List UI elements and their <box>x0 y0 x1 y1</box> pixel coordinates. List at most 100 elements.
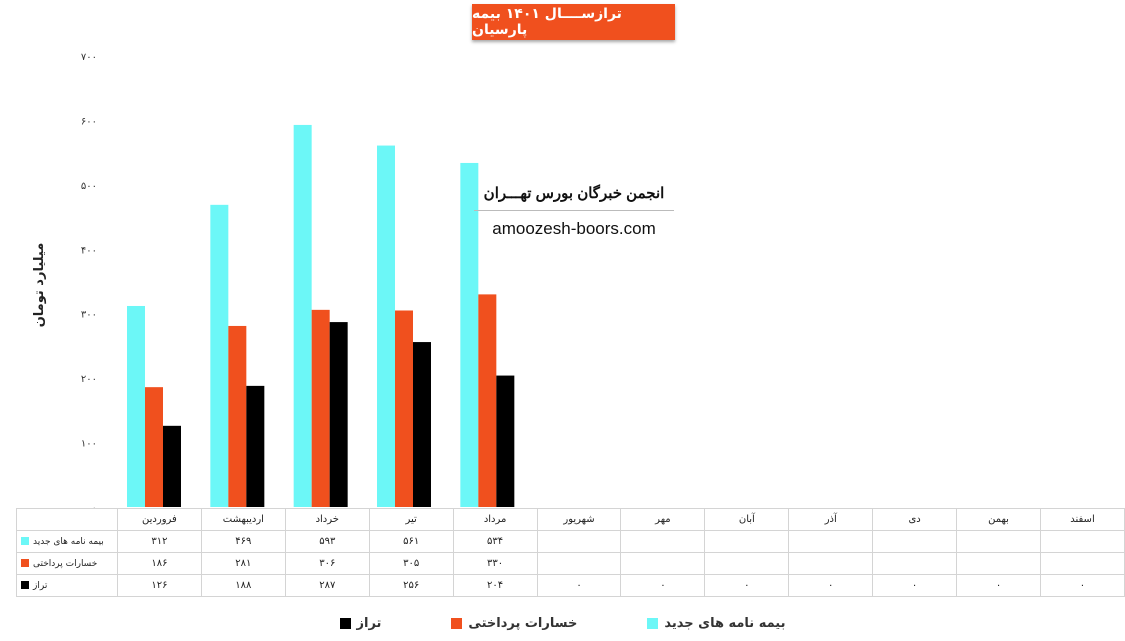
bar-new-policies <box>127 305 145 507</box>
series-name: بیمه نامه های جدید <box>33 536 104 547</box>
x-tick-label: اردیبهشت <box>200 508 286 531</box>
x-tick-label: تیر <box>368 508 454 531</box>
data-label: ۳۰۵ <box>368 552 454 575</box>
data-label: ۰ <box>872 574 958 597</box>
data-label <box>788 530 874 553</box>
bar-claims-paid <box>395 310 413 507</box>
table-row-head: تراز <box>16 574 118 597</box>
data-label: ۲۰۴ <box>452 574 538 597</box>
legend-swatch <box>647 617 659 629</box>
table-row: تراز ۱۲۶ ۱۸۸ ۲۸۷ ۲۵۶ ۲۰۴ ۰ ۰ ۰ ۰ ۰ ۰ ۰ <box>16 574 1125 597</box>
table-corner <box>16 508 118 531</box>
bar-claims-paid <box>228 325 247 507</box>
table-row: خسارات پرداختی ۱۸۶ ۲۸۱ ۳۰۶ ۳۰۵ ۳۳۰ <box>16 552 1125 575</box>
series-name: خسارات پرداختی <box>33 558 98 569</box>
bar-balance <box>163 425 181 507</box>
bar-balance <box>496 375 515 507</box>
data-label <box>704 530 790 553</box>
data-label: ۰ <box>620 574 706 597</box>
data-label: ۰ <box>788 574 874 597</box>
data-label <box>1039 552 1125 575</box>
data-label: ۳۱۲ <box>116 530 202 553</box>
legend-item: خسارات پرداختی <box>451 612 577 634</box>
x-tick-label: مهر <box>620 508 706 531</box>
x-tick-label: آذر <box>788 508 874 531</box>
legend-item: تراز <box>339 612 382 634</box>
data-label <box>620 530 706 553</box>
data-table: فروردین اردیبهشت خرداد تیر مرداد شهریور … <box>16 508 1125 597</box>
legend-label: خسارات پرداختی <box>468 615 578 631</box>
y-tick-label: ۲۰۰ <box>81 374 97 385</box>
series-name: تراز <box>33 580 48 591</box>
bar-new-policies <box>210 204 229 507</box>
x-tick-label: خرداد <box>284 508 370 531</box>
x-tick-label: شهریور <box>536 508 622 531</box>
y-tick-label: ۴۰۰ <box>81 245 97 256</box>
table-header-row: فروردین اردیبهشت خرداد تیر مرداد شهریور … <box>16 508 1125 531</box>
bar-claims-paid <box>145 387 163 507</box>
y-axis-label: میلیارد تومان <box>32 242 47 328</box>
legend: تراز خسارات پرداختی بیمه نامه های جدید <box>0 612 1125 634</box>
data-label: ۰ <box>1039 574 1125 597</box>
legend-swatch <box>339 617 351 629</box>
legend-label: تراز <box>356 615 382 631</box>
bar-new-policies <box>293 124 312 507</box>
y-tick-label: ۵۰۰ <box>81 181 97 192</box>
data-label <box>788 552 874 575</box>
data-label: ۰ <box>956 574 1041 597</box>
watermark-url: amoozesh-boors.com <box>492 219 656 238</box>
table-row-head: بیمه نامه های جدید <box>16 530 118 553</box>
data-label <box>1039 530 1125 553</box>
bar-claims-paid <box>478 294 497 507</box>
series-key <box>21 537 29 545</box>
data-label <box>536 530 622 553</box>
data-label: ۰ <box>704 574 790 597</box>
data-label: ۰ <box>536 574 622 597</box>
bar-claims-paid <box>311 309 330 507</box>
chart-plot: ۰ ۱۰۰ ۲۰۰ ۳۰۰ ۴۰۰ ۵۰۰ ۶۰۰ ۷۰۰ <box>81 52 515 510</box>
watermark-title: انجمن خبرگان بورس تهـــران <box>474 180 674 211</box>
data-label: ۵۹۳ <box>284 530 370 553</box>
data-label: ۳۰۶ <box>284 552 370 575</box>
watermark: انجمن خبرگان بورس تهـــران amoozesh-boor… <box>474 180 674 239</box>
data-label: ۲۵۶ <box>368 574 454 597</box>
x-tick-label: دی <box>872 508 958 531</box>
y-tick-label: ۰ <box>92 503 97 510</box>
data-label: ۲۸۷ <box>284 574 370 597</box>
data-label <box>536 552 622 575</box>
data-label: ۱۸۶ <box>116 552 202 575</box>
data-label <box>956 530 1041 553</box>
data-label: ۳۳۰ <box>452 552 538 575</box>
x-tick-label: مرداد <box>452 508 538 531</box>
x-tick-label: آبان <box>704 508 790 531</box>
bar-balance <box>329 322 348 507</box>
series-key <box>21 559 29 567</box>
y-tick-label: ۶۰۰ <box>81 116 97 127</box>
data-label: ۱۲۶ <box>116 574 202 597</box>
data-label: ۲۸۱ <box>200 552 286 575</box>
data-label: ۵۳۴ <box>452 530 538 553</box>
bar-balance <box>413 342 431 507</box>
x-tick-label: فروردین <box>116 508 202 531</box>
data-label: ۵۶۱ <box>368 530 454 553</box>
legend-item: بیمه نامه های جدید <box>647 612 786 634</box>
chart-title: ترازســــال ۱۴۰۱ بیمه پارسیان <box>472 4 675 40</box>
data-label <box>872 530 958 553</box>
bar-balance <box>246 385 265 507</box>
data-label <box>704 552 790 575</box>
data-label: ۱۸۸ <box>200 574 286 597</box>
legend-label: بیمه نامه های جدید <box>664 615 786 631</box>
x-tick-label: اسفند <box>1039 508 1125 531</box>
y-tick-label: ۳۰۰ <box>81 310 97 321</box>
data-label <box>872 552 958 575</box>
y-tick-label: ۷۰۰ <box>81 52 97 63</box>
table-row-head: خسارات پرداختی <box>16 552 118 575</box>
data-label: ۴۶۹ <box>200 530 286 553</box>
table-row: بیمه نامه های جدید ۳۱۲ ۴۶۹ ۵۹۳ ۵۶۱ ۵۳۴ <box>16 530 1125 553</box>
y-tick-label: ۱۰۰ <box>81 439 97 450</box>
data-label <box>620 552 706 575</box>
legend-swatch <box>451 617 463 629</box>
x-tick-label: بهمن <box>956 508 1041 531</box>
bar-new-policies <box>377 145 395 507</box>
bar-new-policies <box>460 162 479 508</box>
